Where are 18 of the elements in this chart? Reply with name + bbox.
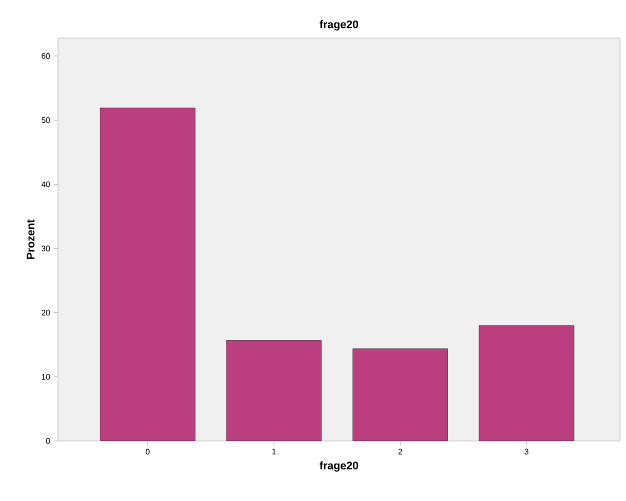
y-tick-label: 50 <box>42 117 50 123</box>
y-tick-label: 0 <box>46 438 50 444</box>
x-tick-label: 0 <box>146 448 150 454</box>
bar <box>226 340 322 441</box>
x-tick-label: 3 <box>524 448 528 454</box>
y-tick-label: 40 <box>41 181 50 188</box>
x-tick-label: 1 <box>272 448 276 454</box>
bar <box>352 348 448 441</box>
x-tick-label: 2 <box>398 448 402 454</box>
y-tick-label: 30 <box>42 246 50 252</box>
chart-title: frage20 <box>320 20 358 30</box>
y-tick-label: 20 <box>42 310 50 316</box>
x-axis-title: frage20 <box>320 461 358 472</box>
y-tick-label: 60 <box>42 53 50 59</box>
y-tick-label: 10 <box>42 374 50 380</box>
bar <box>100 108 196 441</box>
bar <box>478 325 574 441</box>
y-axis-title: Prozent <box>26 219 34 259</box>
